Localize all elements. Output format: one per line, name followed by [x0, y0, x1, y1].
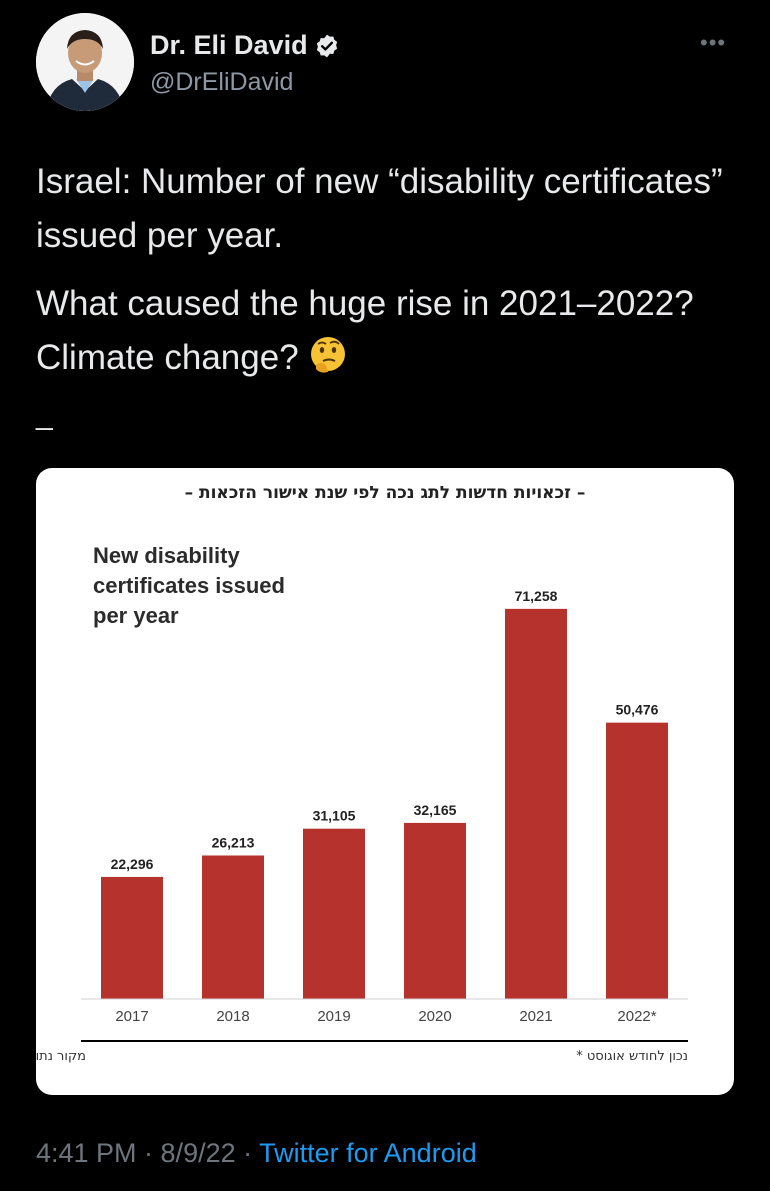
tweet-source-link[interactable]: Twitter for Android — [259, 1138, 477, 1168]
avatar[interactable] — [36, 13, 134, 111]
separator: _ — [36, 398, 53, 431]
chart-footnote: * נכון לחודש אוגוסט — [576, 1049, 688, 1064]
tweet-footer: 4:41 PM · 8/9/22 · Twitter for Android — [36, 1138, 477, 1169]
author-name-text: Dr. Eli David — [150, 30, 308, 60]
verified-badge-icon — [316, 34, 337, 57]
chart-source-note: מקור נתונים: משרד התחבורה — [36, 1049, 86, 1064]
chart-title: New disability certificates issued per y… — [93, 543, 291, 628]
chart-bars: 22,296 26,213 31,105 32,165 71,258 50,476 — [101, 588, 668, 999]
bar-value-label-2021: 71,258 — [515, 588, 558, 604]
tweet-text: Israel: Number of new “disability certif… — [36, 155, 736, 399]
tweet-timestamp: 4:41 PM · 8/9/22 · — [36, 1138, 260, 1168]
x-tick-label-2021: 2021 — [519, 1008, 552, 1025]
author-name[interactable]: Dr. Eli David — [150, 30, 340, 61]
bar-value-label-2019: 31,105 — [313, 808, 356, 824]
avatar-image — [36, 13, 134, 111]
bar-value-label-2020: 32,165 — [414, 802, 457, 818]
author-handle[interactable]: @DrEliDavid — [150, 68, 294, 96]
bar-2020 — [404, 822, 466, 999]
x-tick-label-2019: 2019 — [317, 1008, 350, 1025]
tweet-paragraph-1: Israel: Number of new “disability certif… — [36, 162, 723, 255]
bar-value-label-2017: 22,296 — [111, 856, 154, 872]
x-tick-label-2022*: 2022* — [617, 1008, 656, 1025]
x-axis-ticks: 2017 2018 2019 2020 2021 2022* — [115, 1008, 656, 1025]
tweet-paragraph-2-text: What caused the huge rise in 2021–2022? … — [36, 284, 694, 377]
chart-title-line-2: certificates issued — [93, 573, 285, 598]
bar-value-label-2018: 26,213 — [212, 834, 255, 850]
tweet-paragraph-2: What caused the huge rise in 2021–2022? … — [36, 277, 736, 385]
bar-2019 — [303, 828, 365, 999]
x-tick-label-2017: 2017 — [115, 1008, 148, 1025]
chart-title-line-3: per year — [93, 603, 179, 628]
x-tick-label-2020: 2020 — [418, 1008, 451, 1025]
bar-2018 — [202, 855, 264, 999]
chart-hebrew-header: – זכאויות חדשות לתג נכה לפי שנת אישור הז… — [185, 483, 586, 503]
bar-chart: – זכאויות חדשות לתג נכה לפי שנת אישור הז… — [36, 483, 688, 1064]
chart-title-line-1: New disability — [93, 543, 240, 568]
bar-value-label-2022*: 50,476 — [616, 702, 659, 718]
bar-2021 — [505, 608, 567, 999]
bar-2017 — [101, 876, 163, 999]
x-tick-label-2018: 2018 — [216, 1008, 249, 1025]
bar-2022* — [606, 722, 668, 999]
chart-image-card[interactable]: – זכאויות חדשות לתג נכה לפי שנת אישור הז… — [36, 468, 734, 1095]
thinking-face-emoji-icon — [311, 337, 346, 373]
more-options-icon[interactable]: ••• — [700, 30, 727, 55]
